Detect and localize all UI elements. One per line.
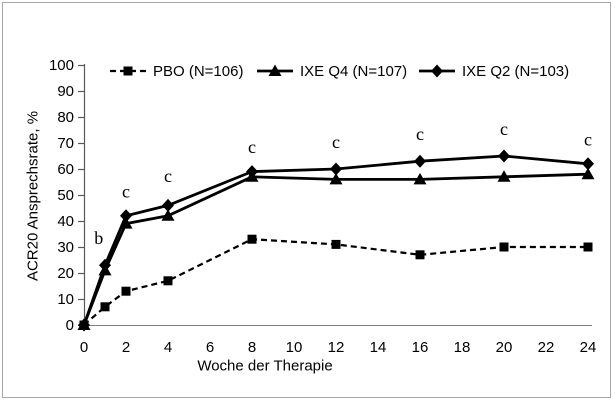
data-point-pbo-n-106	[247, 234, 257, 244]
legend-marker-diamond-icon	[431, 64, 443, 78]
y-tick-label: 80	[57, 109, 74, 126]
y-tick-label: 50	[57, 187, 74, 204]
x-tick-label: 16	[412, 339, 429, 356]
x-tick-label: 12	[328, 339, 345, 356]
data-point-pbo-n-106	[100, 302, 110, 312]
x-tick-label: 20	[496, 339, 513, 356]
data-point-pbo-n-106	[163, 276, 173, 286]
y-tick-label: 90	[57, 83, 74, 100]
y-tick-label: 100	[49, 57, 74, 74]
annotation-c: c	[122, 181, 130, 201]
data-point-ixe-q2-n-103	[414, 154, 426, 168]
data-point-pbo-n-106	[415, 250, 425, 260]
x-tick-label: 18	[454, 339, 471, 356]
series-line-pbo-n-106	[83, 238, 588, 326]
legend-item-ixe-q4-n-107: IXE Q4 (N=107)	[257, 63, 407, 80]
legend-item-pbo-n-106: PBO (N=106)	[110, 63, 243, 80]
x-tick-label: 14	[370, 339, 387, 356]
y-tick-label: 40	[57, 213, 74, 230]
annotation-c: c	[584, 129, 592, 149]
x-axis-title: Woche der Therapie	[197, 357, 333, 375]
annotation-c: c	[164, 166, 172, 186]
annotation-c: c	[332, 132, 340, 152]
data-point-ixe-q4-n-107	[329, 172, 343, 185]
legend-marker-square-icon	[123, 66, 133, 76]
data-point-ixe-q4-n-107	[497, 170, 511, 182]
y-tick-label: 70	[57, 135, 74, 152]
data-point-ixe-q4-n-107	[413, 172, 427, 185]
x-tick-label: 10	[286, 339, 303, 356]
y-axis-title: ACR20 Ansprechsrate, %	[24, 110, 42, 282]
data-point-ixe-q2-n-103	[330, 162, 342, 176]
data-point-ixe-q2-n-103	[246, 165, 258, 179]
data-point-ixe-q2-n-103	[582, 157, 594, 171]
y-tick-label: 20	[57, 265, 74, 282]
data-point-ixe-q4-n-107	[581, 167, 595, 180]
x-tick-label: 24	[580, 339, 597, 356]
data-point-ixe-q4-n-107	[161, 209, 175, 221]
y-tick-label: 0	[66, 317, 74, 334]
data-point-ixe-q2-n-103	[78, 318, 90, 332]
x-tick-label: 0	[80, 339, 88, 356]
y-tick-label: 30	[57, 239, 74, 256]
annotation-c: c	[416, 124, 424, 144]
data-point-pbo-n-106	[121, 286, 131, 296]
data-point-pbo-n-106	[583, 242, 593, 252]
data-point-pbo-n-106	[499, 242, 509, 252]
y-tick-label: 60	[57, 161, 74, 178]
data-point-pbo-n-106	[331, 239, 341, 249]
series-line-ixe-q4-n-107	[82, 172, 589, 326]
y-tick-label: 10	[57, 291, 74, 308]
legend-marker-triangle-icon	[268, 64, 282, 76]
annotation-c: c	[248, 137, 256, 157]
figure-frame	[2, 2, 611, 398]
x-tick-label: 2	[122, 339, 130, 356]
data-point-ixe-q2-n-103	[498, 149, 510, 163]
data-point-ixe-q4-n-107	[119, 217, 133, 229]
x-tick-label: 22	[538, 339, 555, 356]
data-point-ixe-q2-n-103	[162, 198, 174, 212]
data-point-ixe-q2-n-103	[99, 258, 111, 272]
legend-label: PBO (N=106)	[153, 63, 243, 80]
legend-label: IXE Q2 (N=103)	[462, 63, 569, 80]
annotation-c: c	[500, 119, 508, 139]
x-tick-label: 8	[248, 339, 256, 356]
data-point-ixe-q2-n-103	[120, 209, 132, 223]
x-tick-label: 4	[164, 339, 172, 356]
x-tick-label: 6	[206, 339, 214, 356]
annotation-b: b	[94, 228, 103, 248]
legend-label: IXE Q4 (N=107)	[300, 63, 407, 80]
